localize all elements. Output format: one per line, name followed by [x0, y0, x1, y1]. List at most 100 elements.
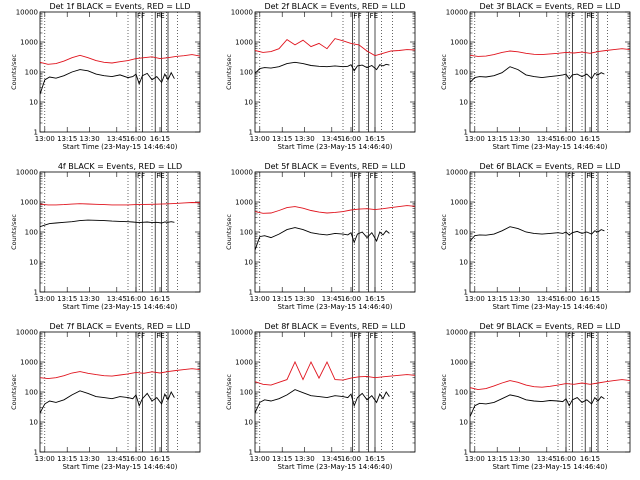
- x-axis-label: Start Time (23-May-15 14:46:40): [277, 303, 392, 311]
- x-tick-label: 13:30: [510, 135, 530, 143]
- axes-frame: [39, 11, 201, 133]
- x-tick-label: 16:15: [580, 135, 600, 143]
- axes-frame: [254, 331, 416, 453]
- y-tick-label: 10: [244, 419, 253, 427]
- y-tick-label: 1: [249, 449, 253, 457]
- axes-frame: [39, 331, 201, 453]
- flag-label: FE: [586, 172, 594, 180]
- x-tick-label: 13:00: [250, 135, 270, 143]
- lld-series-line: [255, 205, 415, 214]
- flag-label: FF: [137, 332, 145, 340]
- y-tick-label: 100: [25, 229, 38, 237]
- y-tick-label: 1000: [20, 199, 38, 207]
- flag-label: FE: [586, 12, 594, 20]
- x-tick-label: 13:30: [295, 455, 315, 463]
- lld-series-line: [40, 202, 200, 206]
- x-tick-label: 16:00: [126, 455, 146, 463]
- panel-title: Det 6f BLACK = Events, RED = LLD: [479, 162, 620, 171]
- flag-label: FE: [586, 332, 594, 340]
- axes-frame: [254, 171, 416, 293]
- y-tick-label: 10000: [16, 9, 38, 17]
- x-tick-label: 13:15: [487, 135, 507, 143]
- flag-label: FE: [370, 172, 378, 180]
- y-axis-label: Counts/sec: [440, 374, 448, 410]
- x-tick-label: 13:15: [57, 455, 77, 463]
- panel-title: Det 8f BLACK = Events, RED = LLD: [264, 322, 405, 331]
- panel-7: Det 7f BLACK = Events, RED = LLD 1 10 100 10…: [10, 322, 201, 471]
- x-tick-label: 13:00: [250, 455, 270, 463]
- y-tick-label: 100: [25, 69, 38, 77]
- y-tick-label: 10: [459, 99, 468, 107]
- flag-label: FE: [370, 332, 378, 340]
- flag-label: FE: [156, 12, 164, 20]
- y-tick-label: 10000: [446, 169, 468, 177]
- x-tick-label: 16:00: [341, 135, 361, 143]
- panel-2: Det 2f BLACK = Events, RED = LLD 1 10 100 10…: [225, 2, 416, 151]
- flag-label: FF: [137, 12, 145, 20]
- x-axis-label: Start Time (23-May-15 14:46:40): [62, 143, 177, 151]
- x-tick-label: 13:30: [295, 295, 315, 303]
- flag-label: FE: [156, 332, 164, 340]
- x-tick-label: 13:00: [35, 295, 55, 303]
- axes-frame: [254, 11, 416, 133]
- y-tick-label: 10: [459, 419, 468, 427]
- flag-label: FF: [567, 332, 575, 340]
- y-tick-label: 1000: [20, 359, 38, 367]
- y-tick-label: 1: [34, 449, 38, 457]
- x-tick-label: 16:15: [150, 455, 170, 463]
- x-axis-label: Start Time (23-May-15 14:46:40): [277, 463, 392, 471]
- events-series-line: [40, 69, 175, 95]
- x-tick-label: 13:30: [80, 455, 100, 463]
- x-tick-label: 16:00: [556, 135, 576, 143]
- y-tick-label: 1000: [450, 359, 468, 367]
- y-tick-label: 100: [240, 69, 253, 77]
- y-tick-label: 1: [464, 449, 468, 457]
- events-series-line: [470, 66, 605, 83]
- panel-title: Det 3f BLACK = Events, RED = LLD: [479, 2, 620, 11]
- x-tick-label: 16:00: [556, 455, 576, 463]
- y-tick-label: 1000: [235, 39, 253, 47]
- lld-series-line: [470, 379, 630, 391]
- flag-label: FF: [567, 172, 575, 180]
- x-tick-label: 13:30: [295, 135, 315, 143]
- panel-title: Det 2f BLACK = Events, RED = LLD: [264, 2, 405, 11]
- x-tick-label: 13:45: [322, 295, 342, 303]
- x-tick-label: 13:30: [80, 295, 100, 303]
- x-tick-label: 13:15: [57, 135, 77, 143]
- y-tick-label: 100: [455, 69, 468, 77]
- flag-label: FF: [354, 12, 362, 20]
- axes-frame: [469, 331, 631, 453]
- lld-series-line: [40, 54, 200, 65]
- x-axis-label: Start Time (23-May-15 14:46:40): [492, 463, 607, 471]
- panel-5: Det 5f BLACK = Events, RED = LLD 1 10 100 10…: [225, 162, 416, 311]
- x-tick-label: 13:00: [465, 455, 485, 463]
- x-tick-label: 13:45: [107, 455, 127, 463]
- lld-series-line: [255, 38, 415, 57]
- y-tick-label: 1000: [235, 199, 253, 207]
- x-tick-label: 16:15: [150, 135, 170, 143]
- y-axis-label: Counts/sec: [10, 214, 18, 250]
- y-tick-label: 1: [464, 289, 468, 297]
- axes-frame: [39, 171, 201, 293]
- x-tick-label: 13:30: [510, 455, 530, 463]
- x-tick-label: 16:00: [341, 295, 361, 303]
- x-tick-label: 13:15: [272, 295, 292, 303]
- x-tick-label: 16:15: [580, 295, 600, 303]
- x-tick-label: 13:15: [272, 455, 292, 463]
- y-tick-label: 1: [249, 289, 253, 297]
- y-axis-label: Counts/sec: [10, 374, 18, 410]
- x-axis-label: Start Time (23-May-15 14:46:40): [492, 143, 607, 151]
- x-tick-label: 13:15: [487, 455, 507, 463]
- x-axis-label: Start Time (23-May-15 14:46:40): [277, 143, 392, 151]
- y-axis-label: Counts/sec: [440, 214, 448, 250]
- panel-1: Det 1f BLACK = Events, RED = LLD 1 10 100 10…: [10, 2, 201, 151]
- y-tick-label: 10: [244, 259, 253, 267]
- y-tick-label: 10000: [231, 329, 253, 337]
- x-axis-label: Start Time (23-May-15 14:46:40): [62, 303, 177, 311]
- y-axis-label: Counts/sec: [440, 54, 448, 90]
- y-tick-label: 100: [240, 229, 253, 237]
- x-tick-label: 13:45: [322, 135, 342, 143]
- axes-frame: [469, 11, 631, 133]
- y-tick-label: 1: [34, 289, 38, 297]
- y-tick-label: 10: [29, 419, 38, 427]
